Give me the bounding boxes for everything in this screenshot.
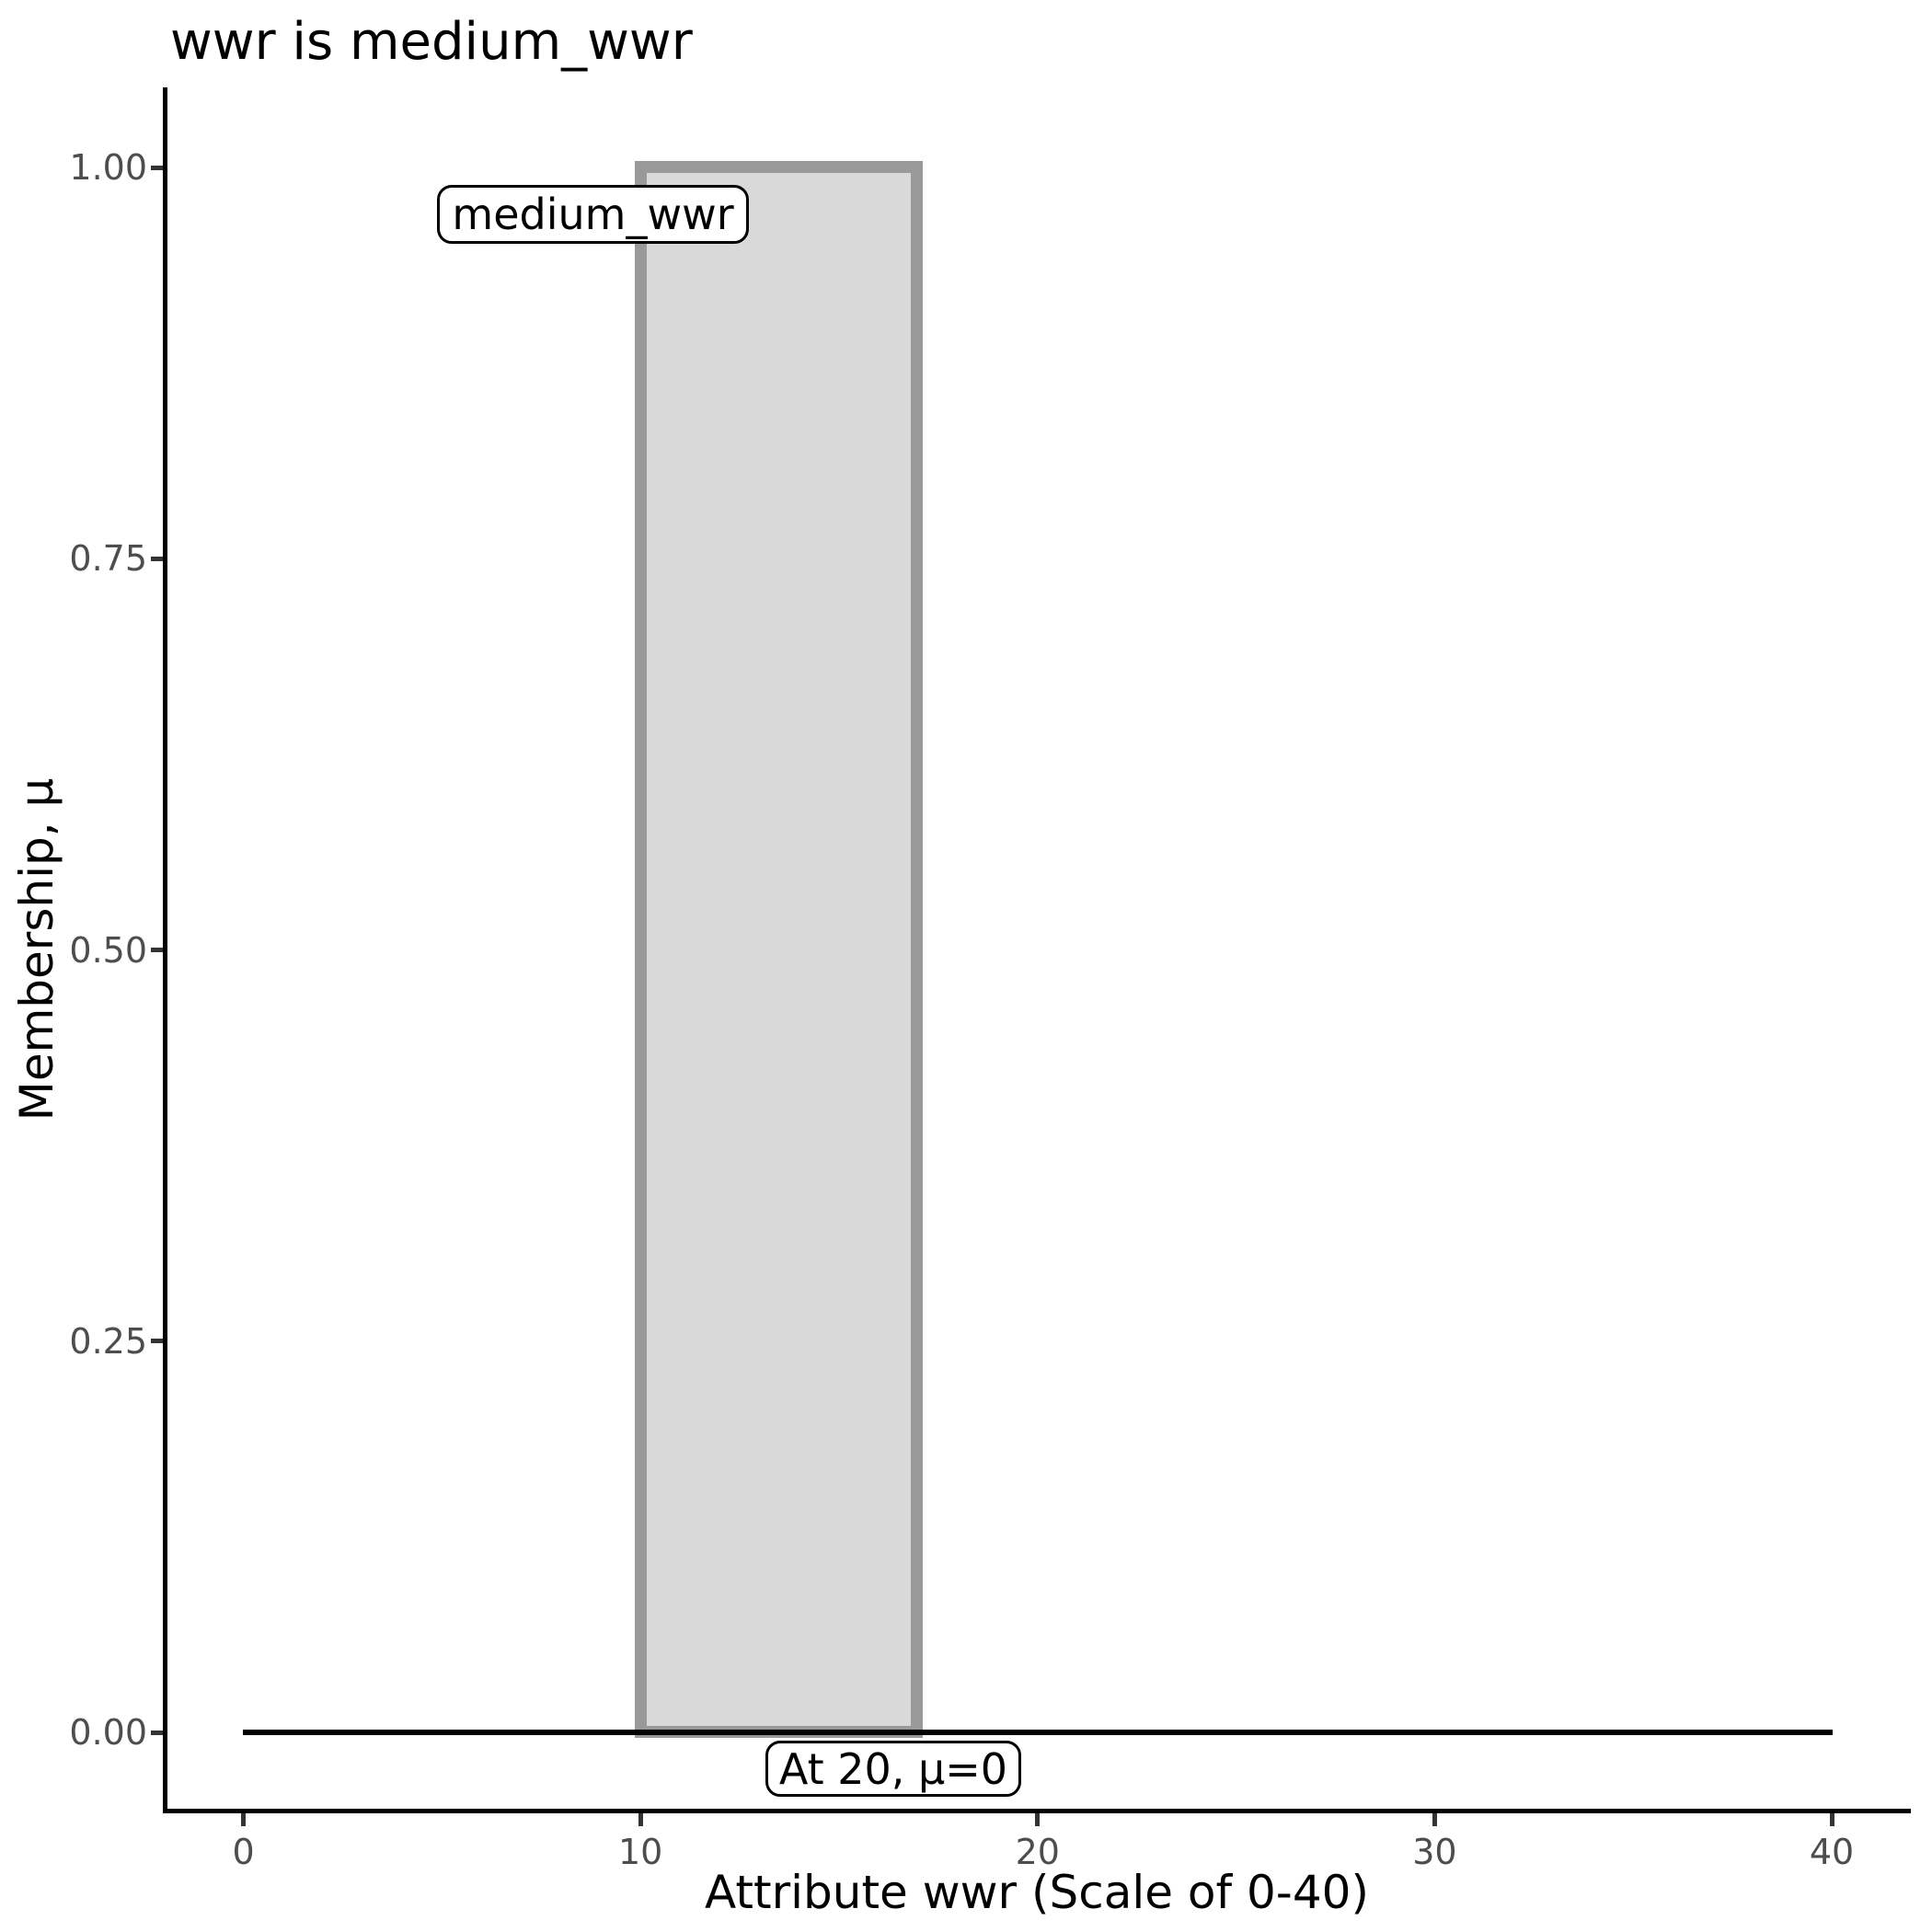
x-tick-mark: [638, 1813, 643, 1826]
y-axis-title: Membership, μ: [10, 777, 63, 1121]
y-tick-mark: [151, 948, 163, 952]
y-tick-label: 0.50: [69, 929, 147, 971]
x-tick-mark: [1829, 1813, 1834, 1826]
y-tick-mark: [151, 556, 163, 561]
x-tick-label: 30: [1412, 1832, 1457, 1872]
y-tick-mark: [151, 165, 163, 170]
zero-membership-baseline: [243, 1730, 1833, 1735]
x-tick-label: 0: [232, 1832, 255, 1872]
y-axis-line: [163, 87, 167, 1813]
x-tick-mark: [1432, 1813, 1437, 1826]
x-axis-title: Attribute wwr (Scale of 0-40): [705, 1866, 1369, 1919]
x-tick-label: 40: [1809, 1832, 1855, 1872]
y-tick-label: 1.00: [69, 147, 147, 188]
chart-title: wwr is medium_wwr: [170, 12, 693, 72]
set-label-text: medium_wwr: [452, 190, 734, 239]
membership-function-shape: [635, 161, 923, 1738]
point-annotation: At 20, μ=0: [765, 1741, 1021, 1797]
x-tick-mark: [241, 1813, 247, 1826]
x-tick-mark: [1035, 1813, 1041, 1826]
x-tick-label: 20: [1015, 1832, 1060, 1872]
y-tick-mark: [151, 1339, 163, 1344]
set-label: medium_wwr: [437, 185, 749, 244]
y-tick-label: 0.00: [69, 1712, 147, 1753]
y-tick-mark: [151, 1730, 163, 1735]
x-tick-label: 10: [618, 1832, 663, 1872]
y-tick-label: 0.25: [69, 1320, 147, 1362]
x-axis-line: [163, 1809, 1911, 1813]
y-tick-label: 0.75: [69, 538, 147, 580]
point-annotation-text: At 20, μ=0: [778, 1743, 1008, 1794]
